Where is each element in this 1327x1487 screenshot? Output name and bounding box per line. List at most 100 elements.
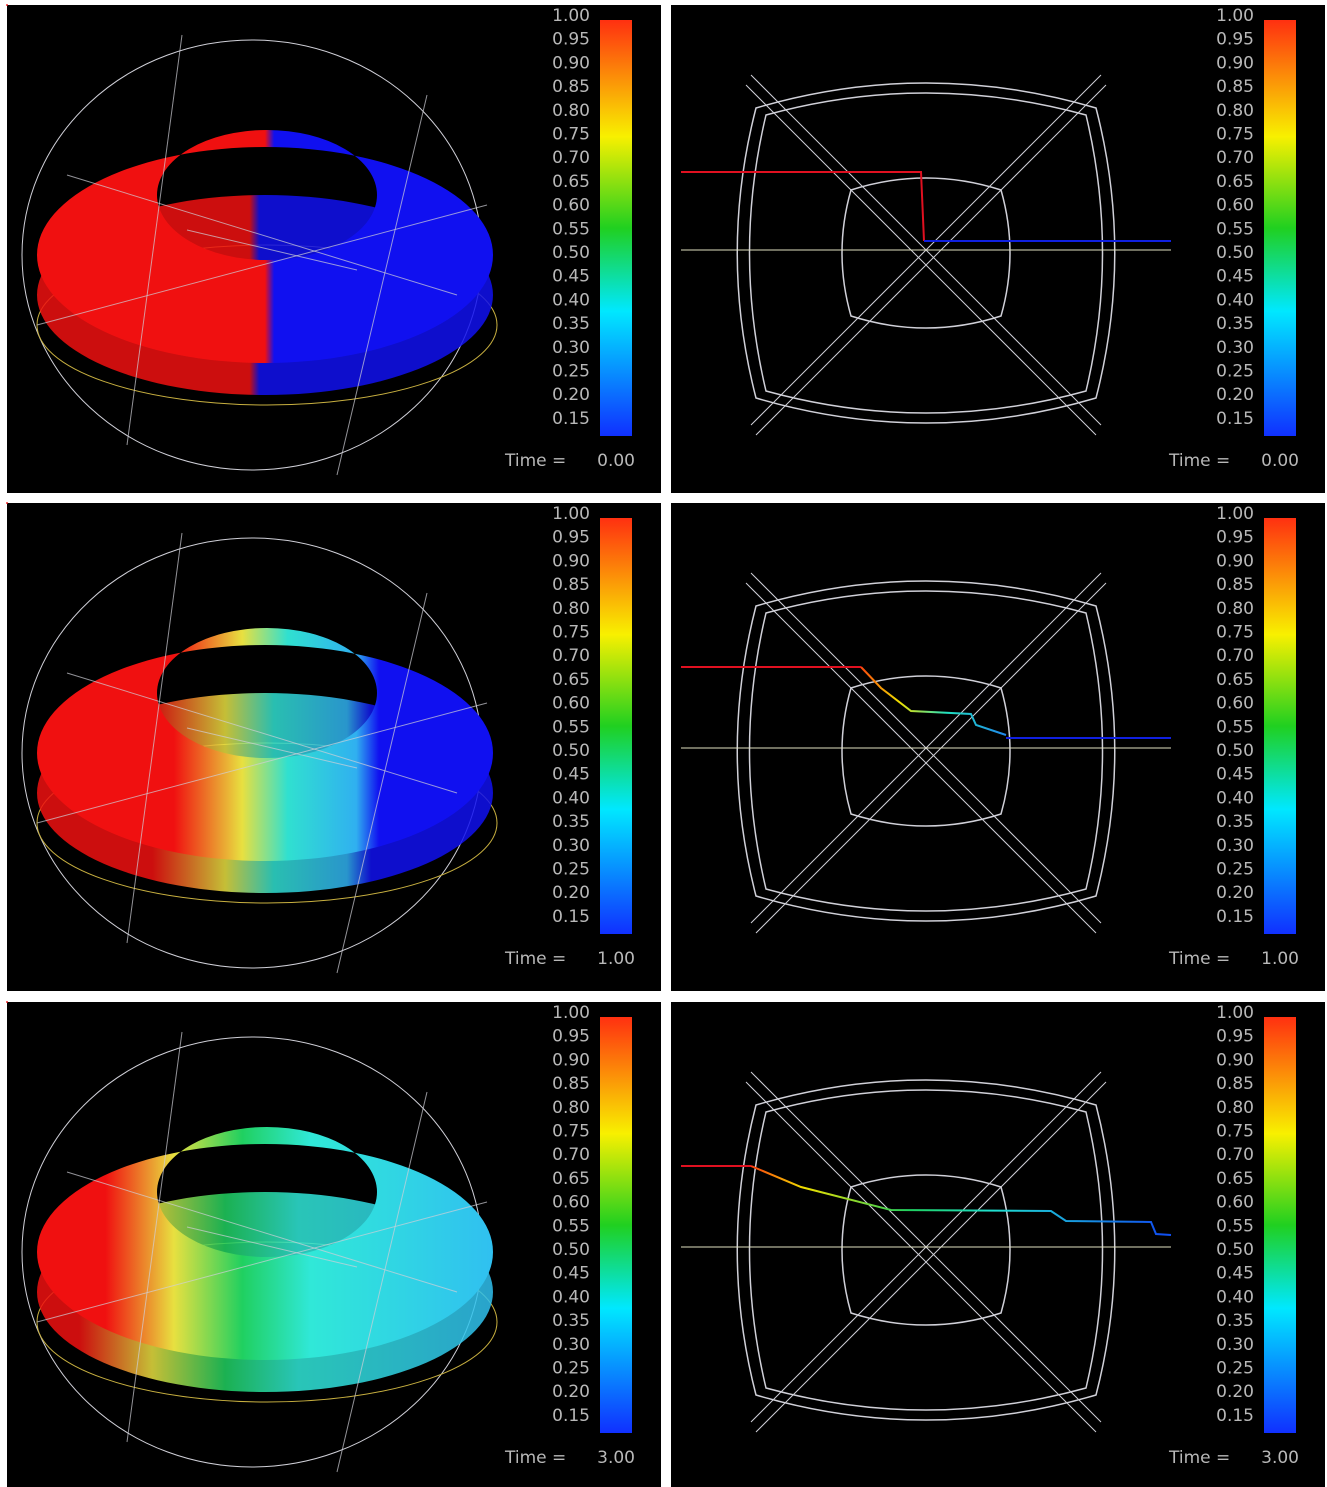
wire-diagonal: [755, 1081, 1107, 1433]
colorbar-label: 0.60: [552, 694, 590, 714]
colorbar-label: 0.50: [1216, 741, 1254, 761]
wire-outer: [736, 1079, 1116, 1421]
colorbar: [600, 20, 632, 436]
colorbar-label: 0.55: [552, 717, 590, 737]
wire-line: [186, 229, 358, 271]
colorbar-label: 0.20: [1216, 385, 1254, 405]
colorbar-label: 0.50: [552, 243, 590, 263]
colorbar-label: 0.85: [1216, 77, 1254, 97]
colorbar-label: 0.85: [1216, 575, 1254, 595]
colorbar-label: 0.35: [552, 1311, 590, 1331]
time-label: Time =: [1168, 1448, 1230, 1468]
colorbar-label: 0.55: [1216, 1216, 1254, 1236]
wire-line: [126, 532, 183, 944]
colorbar-label: 0.20: [552, 385, 590, 405]
colorbar-label: 1.00: [552, 504, 590, 524]
colorbar-label: 0.45: [552, 765, 590, 785]
wire-line: [126, 34, 183, 446]
colorbar-label: 0.40: [552, 1287, 590, 1307]
colorbar-label: 0.80: [1216, 101, 1254, 121]
colorbar-label: 0.45: [552, 267, 590, 287]
colorbar-label: 1.00: [1216, 1003, 1254, 1023]
colorbar-label: 0.30: [1216, 836, 1254, 856]
colorbar-label: 0.65: [1216, 1169, 1254, 1189]
colorbar-label: 0.15: [1216, 907, 1254, 927]
wire-line: [36, 702, 488, 824]
colorbar-label: 0.60: [552, 196, 590, 216]
colorbar-label: 0.20: [1216, 883, 1254, 903]
colorbar-label: 0.20: [1216, 1382, 1254, 1402]
colorbar-label: 0.40: [552, 290, 590, 310]
colorbar-label: 0.35: [552, 314, 590, 334]
colorbar-label: 0.45: [1216, 765, 1254, 785]
colorbar-label: 0.80: [1216, 599, 1254, 619]
colorbar-label: 0.45: [1216, 267, 1254, 287]
colorbar-label: 0.60: [1216, 196, 1254, 216]
profile-curve: [860, 666, 1007, 736]
colorbar-label: 0.90: [552, 53, 590, 73]
wire-diagonal: [755, 84, 1107, 436]
colorbar-label: 0.90: [1216, 1050, 1254, 1070]
wire-outer: [736, 580, 1116, 922]
colorbar-label: 0.45: [1216, 1264, 1254, 1284]
colorbar-label: 0.80: [552, 101, 590, 121]
colorbar-label: 0.75: [1216, 1122, 1254, 1142]
colorbar-label: 0.15: [1216, 409, 1254, 429]
wire-outer2: [748, 590, 1104, 912]
colorbar-label: 0.90: [552, 551, 590, 571]
time-label: Time =: [1168, 451, 1230, 471]
colorbar-label: 0.80: [552, 599, 590, 619]
colorbar-label: 0.35: [1216, 314, 1254, 334]
colorbar: [600, 518, 632, 934]
colorbar-label: 0.25: [1216, 362, 1254, 382]
colorbar-label: 0.65: [552, 1169, 590, 1189]
colorbar-label: 0.90: [552, 1050, 590, 1070]
wire-line: [66, 1171, 458, 1293]
colorbar-label: 0.75: [1216, 125, 1254, 145]
time-value: 0.00: [597, 451, 635, 471]
colorbar-label: 0.15: [1216, 1406, 1254, 1426]
time-label: Time =: [504, 451, 566, 471]
wire-outer2: [748, 92, 1104, 414]
wire-inner: [841, 1174, 1011, 1326]
colorbar-label: 0.65: [1216, 172, 1254, 192]
colorbar-label: 0.95: [552, 30, 590, 50]
colorbar: [600, 1017, 632, 1433]
wire-line: [336, 592, 428, 974]
colorbar-label: 0.85: [552, 575, 590, 595]
colorbar-label: 0.35: [1216, 1311, 1254, 1331]
torus-top: [37, 627, 493, 861]
wire-diagonal: [755, 582, 1107, 934]
colorbar-label: 0.90: [1216, 551, 1254, 571]
wire-line: [36, 1201, 488, 1323]
colorbar-label: 0.50: [552, 1240, 590, 1260]
colorbar-label: 0.95: [1216, 1027, 1254, 1047]
wire-line: [336, 1091, 428, 1473]
colorbar-label: 0.15: [552, 1406, 590, 1426]
colorbar-label: 0.20: [552, 1382, 590, 1402]
colorbar-label: 0.70: [552, 646, 590, 666]
colorbar-label: 0.30: [552, 338, 590, 358]
time-value: 3.00: [1261, 1448, 1299, 1468]
time-value: 3.00: [597, 1448, 635, 1468]
panel: 1.00 0.95 0.90 0.85 0.80 0.75 0.70 0.65 0.60 0.55…: [671, 503, 1325, 991]
colorbar-label: 0.15: [552, 409, 590, 429]
colorbar-label: 0.80: [552, 1098, 590, 1118]
panel: 1.00 0.95 0.90 0.85 0.80 0.75 0.70 0.65 0.60 0.55…: [671, 5, 1325, 493]
wire-diagonal: [745, 1081, 1097, 1433]
panel: 1.00 0.95 0.90 0.85 0.80 0.75 0.70 0.65 0.60 0.55…: [671, 1002, 1325, 1487]
colorbar-label: 0.75: [552, 125, 590, 145]
colorbar-label: 0.25: [552, 1359, 590, 1379]
colorbar-label: 0.35: [552, 812, 590, 832]
colorbar-label: 0.15: [552, 907, 590, 927]
colorbar-label: 0.20: [552, 883, 590, 903]
wire-line: [66, 174, 458, 296]
colorbar-label: 0.85: [1216, 1074, 1254, 1094]
time-value: 1.00: [1261, 949, 1299, 969]
wire-outer: [736, 82, 1116, 424]
wire-line: [36, 204, 488, 326]
wire-line: [126, 1031, 183, 1443]
colorbar-label: 0.85: [552, 1074, 590, 1094]
